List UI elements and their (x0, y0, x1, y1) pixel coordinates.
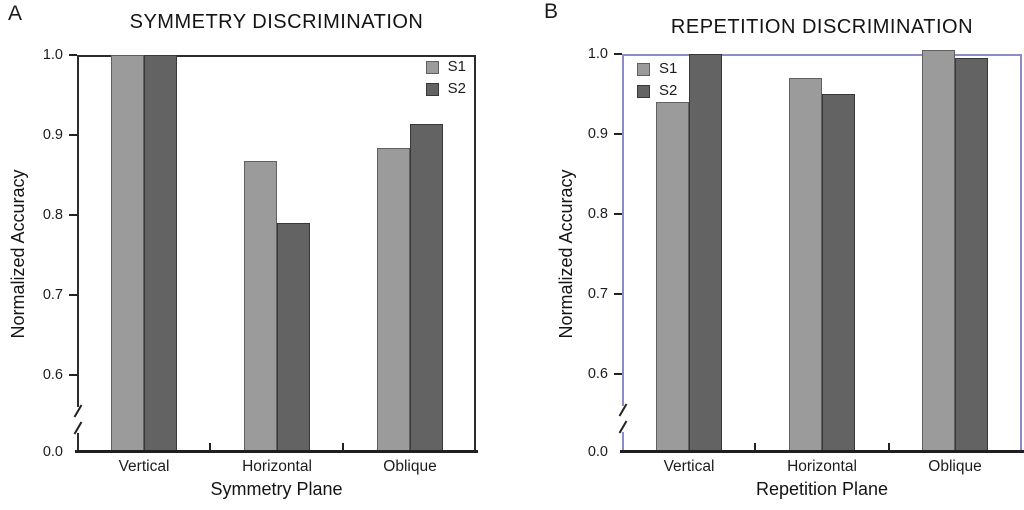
x-tick-mark (209, 443, 211, 452)
y-tick-label: 0.7 (42, 287, 63, 303)
category-label-vertical: Vertical (663, 458, 715, 475)
bar-s2-vertical (689, 54, 722, 452)
bar-s1-horizontal (789, 78, 822, 452)
y-tick-mark (614, 373, 622, 375)
plot-frame-top (622, 54, 1022, 56)
bar-s1-oblique (922, 50, 955, 452)
legend-swatch-s2 (637, 84, 650, 98)
bar-s2-horizontal (822, 94, 855, 452)
bar-s1-horizontal (244, 161, 277, 452)
plot-area: 1.0 0.9 0.8 0.7 0.6 0.0 Vertical Horizontal Obli… (588, 46, 1024, 475)
y-tick-mark (614, 53, 622, 55)
legend-swatch-s1 (637, 62, 650, 76)
plot-frame-right (474, 55, 476, 452)
y-axis-line-lower (622, 432, 624, 452)
y-tick-mark (614, 133, 622, 135)
plot-area: 1.0 0.9 0.8 0.7 0.6 0.0 Vertical Horizontal Obli… (43, 47, 478, 475)
bar-s1-oblique (377, 148, 410, 452)
legend-item-s1: S1 (637, 60, 678, 77)
y-tick-label: 0.8 (42, 207, 63, 223)
y-tick-label: 1.0 (42, 47, 63, 63)
y-tick-label: 0.7 (587, 286, 608, 302)
y-axis-line-lower (77, 433, 79, 452)
legend-swatch-s2 (425, 82, 439, 96)
x-tick-mark (754, 443, 756, 452)
x-axis-label: Symmetry Plane (210, 479, 343, 499)
x-tick-mark (342, 443, 344, 452)
legend-label-s1: S1 (447, 58, 466, 75)
bar-s2-oblique (410, 124, 443, 452)
legend-swatch-s1 (425, 60, 439, 74)
y-tick-label: 0.0 (42, 444, 63, 460)
y-tick-mark (614, 213, 622, 215)
panel-label-a: A (8, 2, 23, 25)
plot-frame-right (1020, 54, 1022, 452)
bar-s2-vertical (144, 55, 177, 452)
legend: S1 S2 (425, 58, 466, 104)
bar-s1-vertical (111, 55, 144, 452)
legend-item-s2: S2 (425, 80, 466, 97)
panel-repetition-discrimination: B REPETITION DISCRIMINATION Normalized A… (512, 0, 1024, 510)
legend: S1 S2 (637, 60, 678, 106)
category-label-vertical: Vertical (118, 458, 170, 475)
panel-label-b: B (544, 0, 559, 23)
x-axis-label: Repetition Plane (755, 479, 889, 499)
y-tick-mark (69, 214, 77, 216)
y-tick-mark (69, 134, 77, 136)
bar-s2-oblique (955, 58, 988, 452)
legend-label-s1: S1 (659, 60, 678, 77)
y-tick-label: 0.9 (42, 127, 63, 143)
y-tick-label: 0.6 (42, 367, 63, 383)
y-tick-mark (69, 374, 77, 376)
category-label-horizontal: Horizontal (787, 458, 857, 475)
y-tick-label: 1.0 (587, 46, 608, 62)
x-axis-line (620, 450, 1024, 453)
y-axis-line-upper (77, 55, 79, 407)
y-tick-mark (69, 294, 77, 296)
y-axis-line-upper (622, 54, 624, 406)
category-label-oblique: Oblique (383, 458, 437, 475)
legend-label-s2: S2 (447, 80, 466, 97)
y-tick-label: 0.6 (587, 366, 608, 382)
axis-break-mark (73, 404, 83, 418)
legend-item-s1: S1 (425, 58, 466, 75)
legend-item-s2: S2 (637, 82, 678, 99)
category-label-oblique: Oblique (928, 458, 982, 475)
y-tick-label: 0.9 (587, 126, 608, 142)
y-axis-label: Normalized Accuracy (8, 169, 28, 339)
legend-label-s2: S2 (659, 82, 678, 99)
y-tick-label: 0.0 (587, 444, 608, 460)
y-tick-mark (69, 54, 77, 56)
axis-break-mark (618, 403, 628, 417)
y-tick-label: 0.8 (587, 206, 608, 222)
bar-s1-vertical (656, 102, 689, 452)
bar-s2-horizontal (277, 223, 310, 452)
category-label-horizontal: Horizontal (242, 458, 312, 475)
panel-symmetry-discrimination: A SYMMETRY DISCRIMINATION Normalized Acc… (8, 2, 478, 499)
y-tick-mark (614, 293, 622, 295)
chart-title-repetition: REPETITION DISCRIMINATION (670, 16, 974, 38)
x-tick-mark (888, 443, 890, 452)
plot-frame-top (77, 55, 476, 57)
y-axis-label: Normalized Accuracy (556, 169, 576, 339)
x-axis-line (75, 450, 478, 453)
chart-title-symmetry: SYMMETRY DISCRIMINATION (129, 11, 424, 33)
